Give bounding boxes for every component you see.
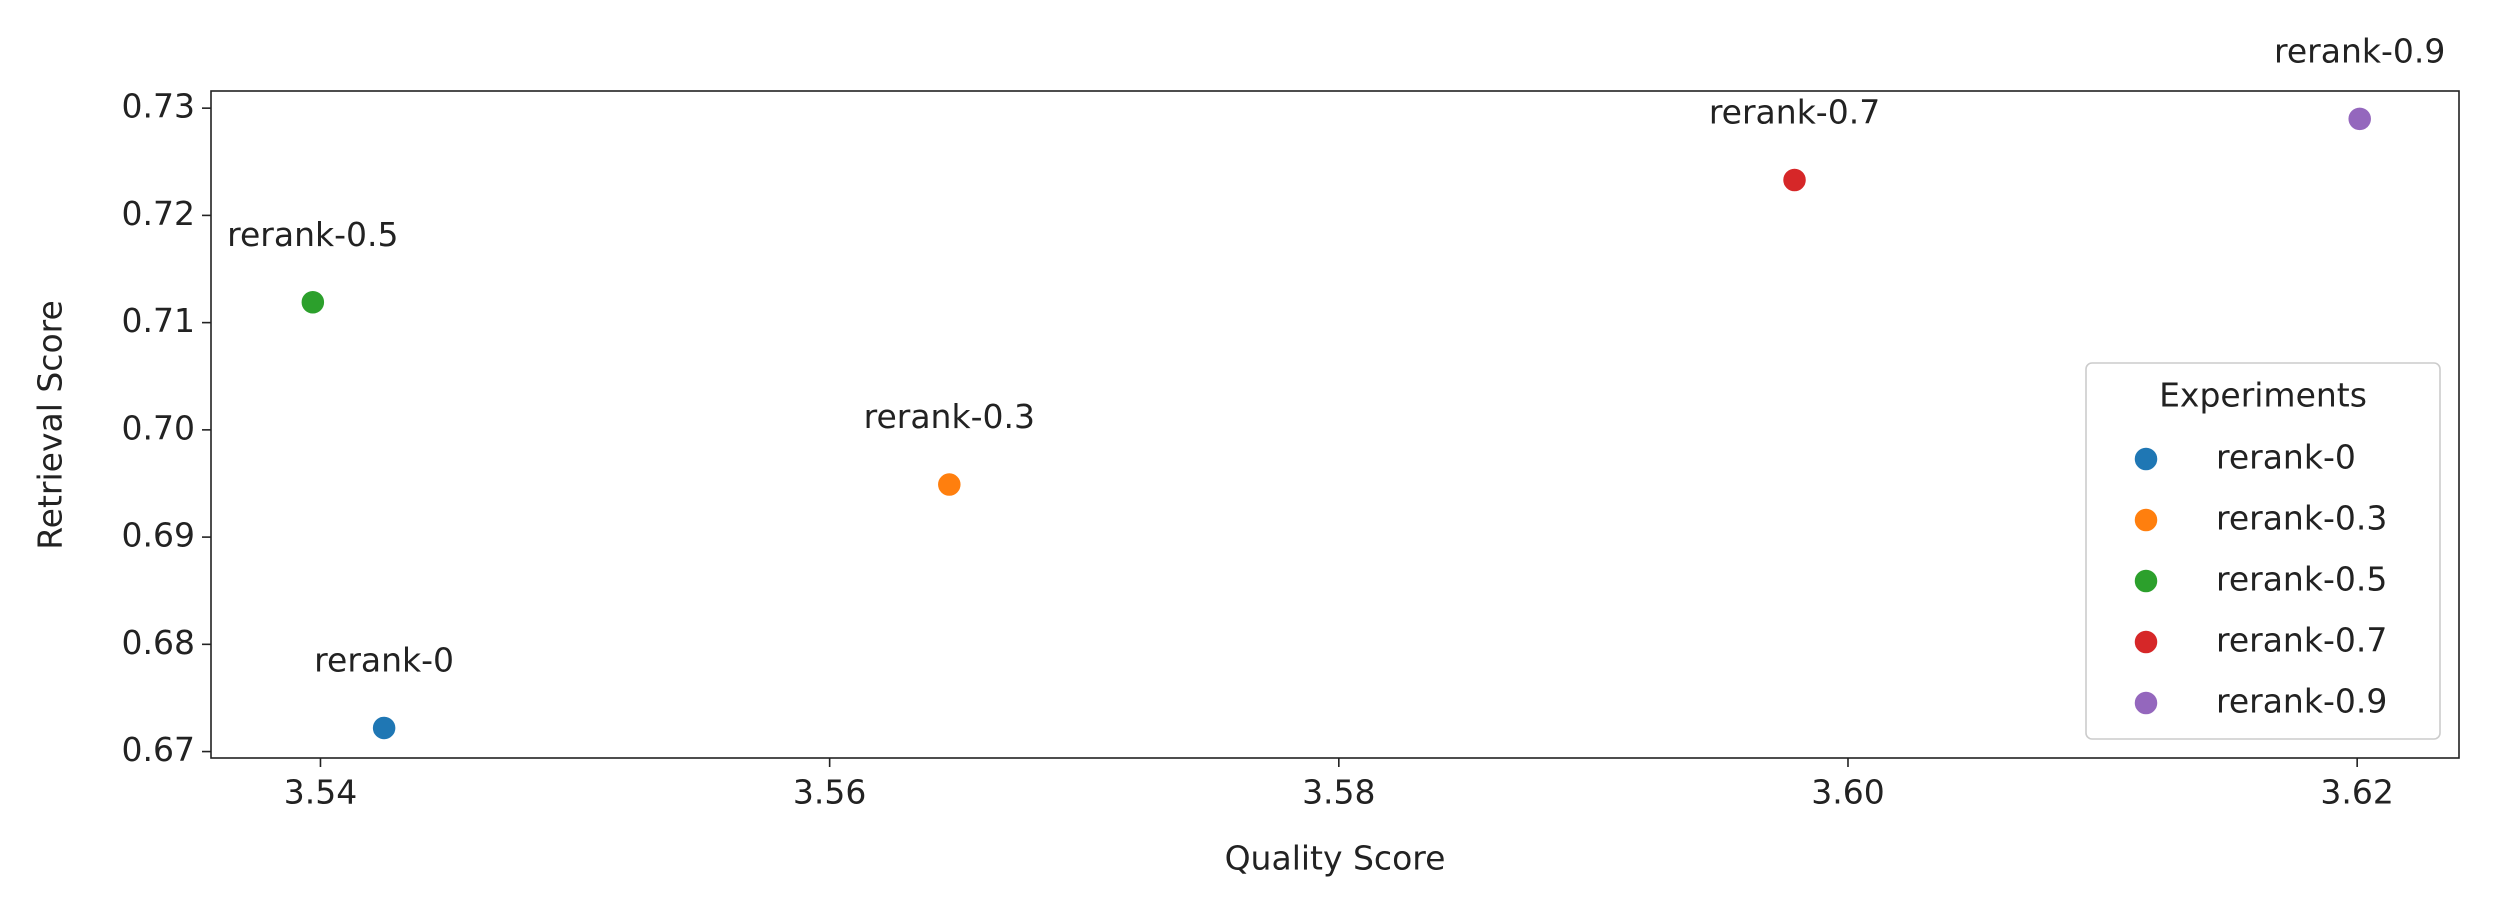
y-tick-label: 0.70 (122, 408, 195, 447)
point (300, 289, 326, 316)
y-tick-label: 0.67 (122, 730, 195, 769)
x-tick-label: 3.54 (284, 773, 357, 812)
y-tick-label: 0.73 (122, 87, 195, 126)
legend-marker (2133, 690, 2159, 716)
y-axis-label: Retrieval Score (31, 300, 70, 550)
legend-title: Experiments (2159, 376, 2367, 415)
legend-marker (2133, 507, 2159, 533)
point (371, 715, 397, 741)
legend-label: rerank-0.3 (2216, 499, 2387, 538)
legend-label: rerank-0.7 (2216, 621, 2387, 660)
legend-box (2085, 362, 2441, 740)
x-tick-label: 3.56 (793, 773, 866, 812)
point (2346, 106, 2373, 132)
legend-marker (2133, 629, 2159, 655)
legend-label: rerank-0.9 (2216, 682, 2387, 721)
point-label: rerank-0.9 (2274, 31, 2445, 70)
legend-label: rerank-0 (2216, 438, 2356, 477)
y-tick-label: 0.72 (122, 194, 195, 233)
point (936, 471, 963, 498)
y-tick-label: 0.68 (122, 623, 195, 662)
x-axis-label: Quality Score (1225, 839, 1446, 878)
point-label: rerank-0 (314, 640, 454, 679)
y-tick-label: 0.71 (122, 301, 195, 340)
point-label: rerank-0.5 (227, 215, 398, 254)
y-tick-label: 0.69 (122, 516, 195, 555)
point (1781, 167, 1808, 193)
point-label: rerank-0.3 (864, 397, 1035, 436)
x-tick-label: 3.60 (1811, 773, 1884, 812)
plot-frame (210, 90, 2460, 759)
x-tick-label: 3.58 (1302, 773, 1375, 812)
legend-label: rerank-0.5 (2216, 560, 2387, 599)
legend-marker (2133, 446, 2159, 472)
legend-marker (2133, 568, 2159, 594)
x-tick-label: 3.62 (2320, 773, 2393, 812)
point-label: rerank-0.7 (1709, 93, 1880, 132)
